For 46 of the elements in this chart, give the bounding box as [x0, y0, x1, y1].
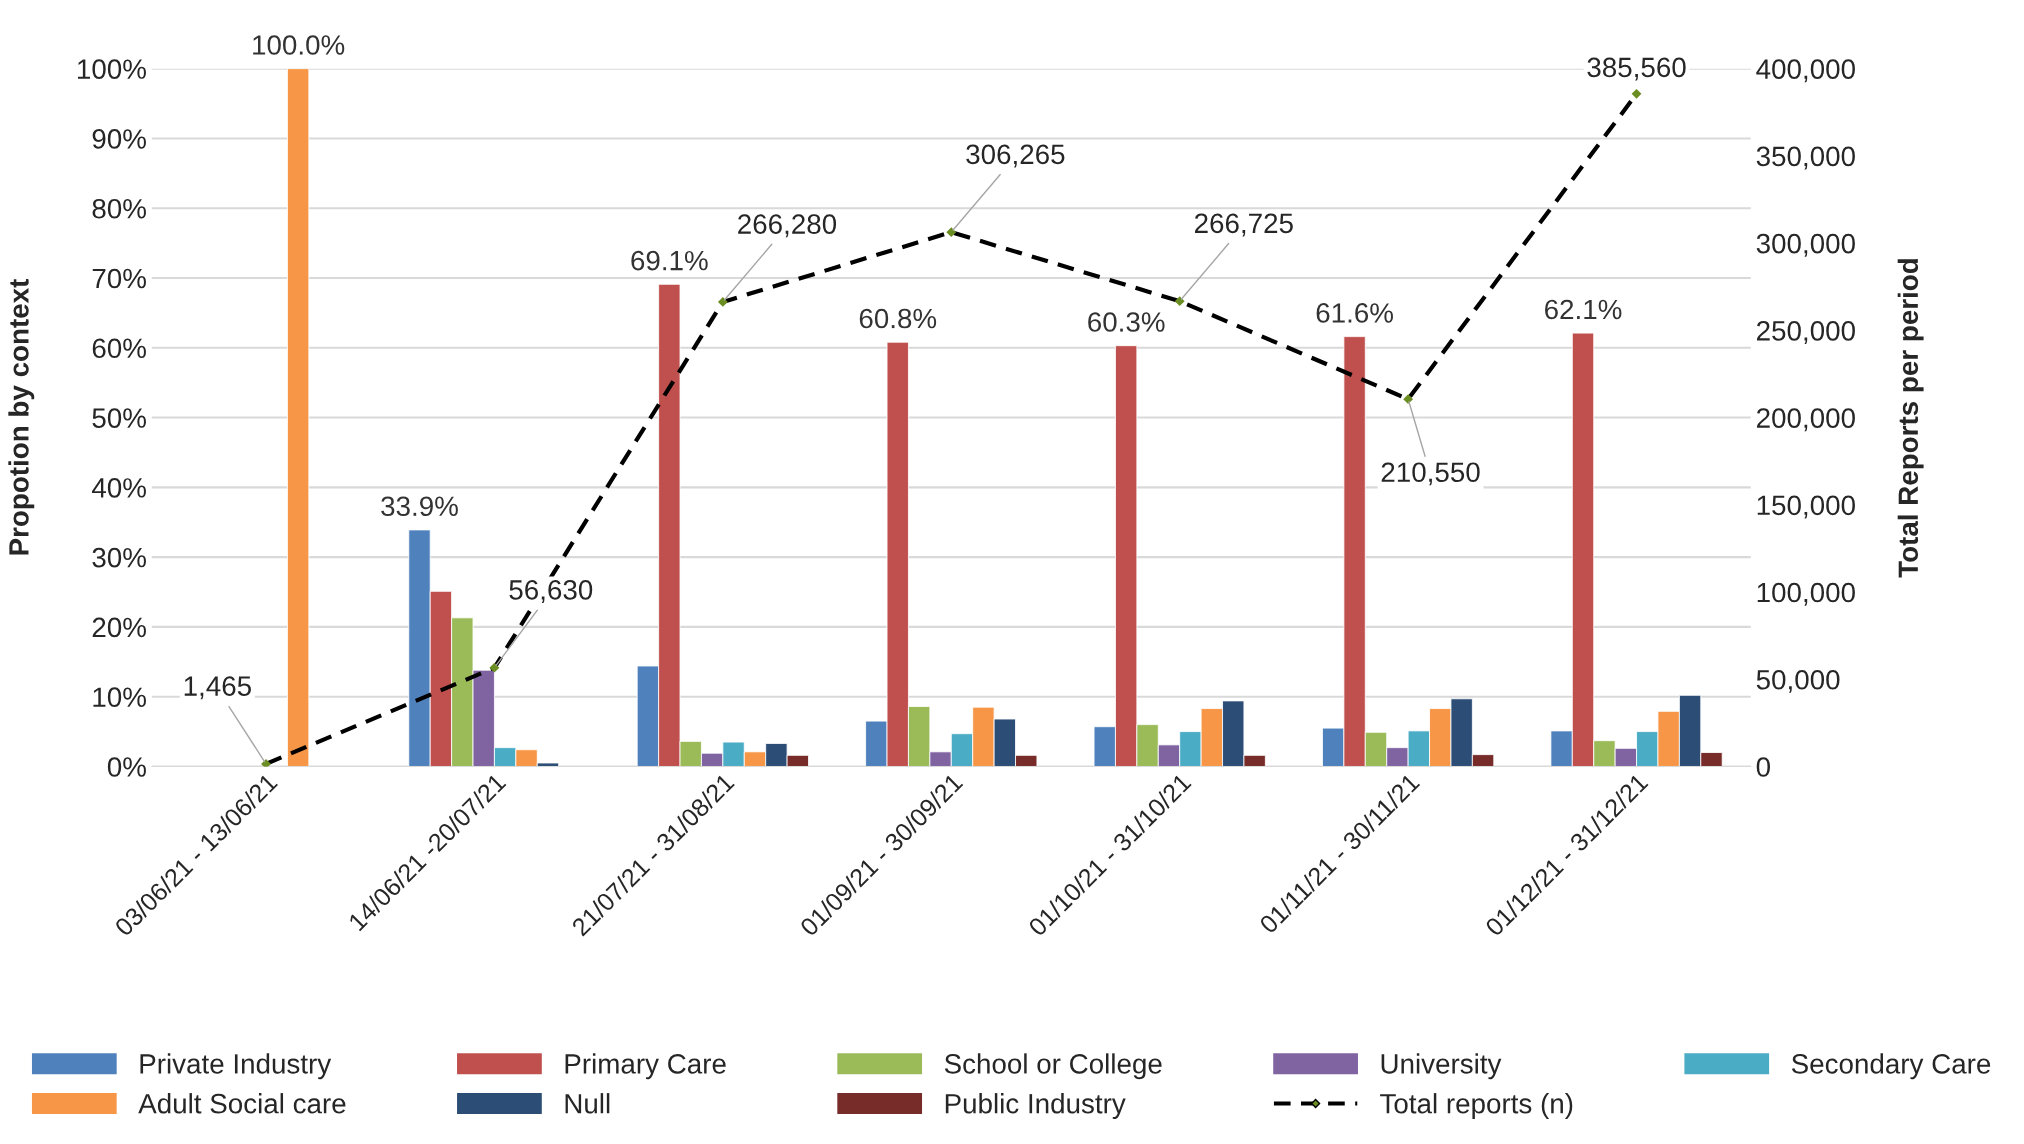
y2-tick-label: 200,000 [1757, 408, 1855, 432]
data-label: 62.1% [1545, 299, 1622, 320]
y-tick-label: 20% [92, 617, 146, 638]
y2-tick-label: 150,000 [1757, 495, 1855, 519]
legend-label: Null [565, 1093, 610, 1114]
data-label: 61.6% [1316, 303, 1393, 323]
data-label: 33.9% [381, 496, 458, 517]
y2-tick-label: 400,000 [1756, 59, 1855, 83]
y2-tick-label: 350,000 [1756, 146, 1855, 170]
data-label: 1,465 [184, 676, 251, 700]
legend-label: Total reports (n) [1380, 1093, 1573, 1119]
y2-tick-label: 100,000 [1757, 582, 1855, 606]
y2-tick-label: 50,000 [1756, 669, 1840, 693]
y-tick-label: 40% [91, 478, 146, 498]
y-tick-label: 50% [92, 408, 146, 428]
bar [287, 68, 310, 767]
legend-label: Primary Care [565, 1053, 726, 1080]
y-tick-label: 0% [107, 757, 146, 777]
legend-label: School or College [944, 1053, 1162, 1080]
data-label: 210,550 [1381, 462, 1480, 486]
data-label: 306,265 [966, 144, 1065, 168]
y-axis-title: Propotion by context [8, 279, 35, 555]
y-tick-label: 70% [92, 268, 146, 289]
y2-axis-title: Total Reports per period [1897, 259, 1924, 578]
data-label: 56,630 [509, 580, 593, 603]
legend-label: Secondary Care [1791, 1053, 1991, 1080]
y-tick-label: 10% [93, 687, 146, 708]
data-label: 385,560 [1587, 57, 1686, 81]
data-label: 69.1% [631, 250, 708, 271]
data-label: 100.0% [253, 35, 345, 55]
y2-tick-label: 300,000 [1756, 233, 1855, 257]
legend-label: Public Industry [945, 1093, 1126, 1119]
y-tick-label: 30% [92, 547, 146, 568]
y-tick-label: 90% [92, 129, 146, 149]
y-tick-label: 100% [78, 59, 146, 79]
y-tick-label: 60% [92, 338, 146, 359]
legend-label: University [1381, 1053, 1502, 1080]
data-label: 266,725 [1194, 213, 1293, 237]
legend-label: Private Industry [140, 1053, 332, 1080]
data-label: 60.3% [1088, 312, 1165, 332]
y2-tick-label: 0 [1756, 757, 1770, 777]
y-tick-label: 80% [92, 198, 146, 219]
legend-label: Adult Social care [138, 1093, 346, 1114]
y2-tick-label: 250,000 [1757, 321, 1855, 344]
data-label: 266,280 [738, 214, 837, 238]
data-label: 60.8% [859, 308, 937, 329]
